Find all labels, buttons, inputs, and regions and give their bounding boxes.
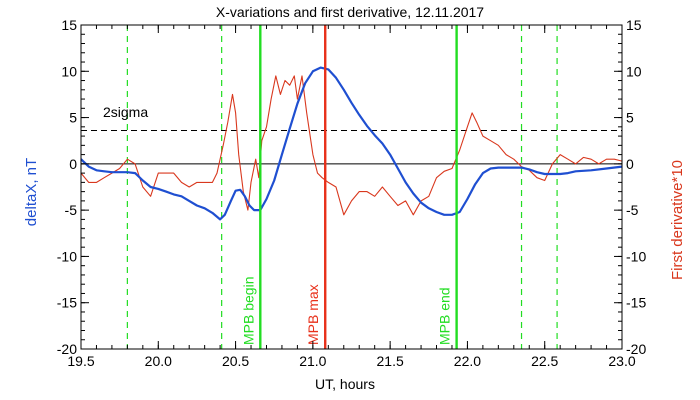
right-y-tick-label: 10 [626, 63, 642, 79]
sigma-label: 2sigma [103, 104, 148, 120]
left-y-tick-label: -10 [57, 248, 77, 264]
deltax-series-line [80, 66, 623, 221]
x-tick-label: 19.5 [67, 353, 94, 369]
left-y-tick-label: -20 [57, 341, 77, 357]
right-y-tick-label: 15 [626, 17, 642, 33]
x-tick-label: 22.5 [531, 353, 558, 369]
right-y-tick-label: 5 [626, 110, 634, 126]
right-y-tick-label: 0 [626, 156, 634, 172]
mpb-marker-label: MPB end [437, 287, 453, 345]
x-tick-label: 20.0 [145, 353, 172, 369]
left-y-axis-label: deltaX, nT [23, 158, 40, 226]
plot-frame [80, 24, 623, 350]
right-y-tick-label: -15 [626, 295, 646, 311]
left-y-tick-label: -15 [57, 295, 77, 311]
right-y-tick-label: -10 [626, 248, 646, 264]
left-y-tick-label: 10 [61, 63, 77, 79]
right-y-tick-label: -20 [626, 341, 646, 357]
left-y-tick-label: 5 [69, 110, 77, 126]
mpb-marker-label: MPB max [305, 284, 321, 345]
chart-title: X-variations and first derivative, 12.11… [216, 4, 484, 20]
axes: 19.5 20.0 20.5 21.0 21.5 22.0 22.5 23.0 15 15 10 10… [57, 17, 647, 369]
derivative-series-line [80, 75, 623, 216]
right-y-axis-label: First derivative*10 [669, 160, 686, 280]
left-y-tick-label: 0 [69, 156, 77, 172]
x-tick-label: 21.0 [299, 353, 326, 369]
x-tick-label: 23.0 [608, 353, 635, 369]
mpb-marker-label: MPB begin [240, 277, 256, 345]
x-tick-label: 21.5 [377, 353, 404, 369]
left-y-tick-label: -5 [65, 202, 78, 218]
x-tick-label: 20.5 [222, 353, 249, 369]
left-y-tick-label: 15 [61, 17, 77, 33]
x-axis-label: UT, hours [315, 376, 375, 392]
x-tick-label: 22.0 [454, 353, 481, 369]
right-y-tick-label: -5 [626, 202, 639, 218]
plot-area: MPB begin MPB max MPB end [80, 25, 623, 349]
